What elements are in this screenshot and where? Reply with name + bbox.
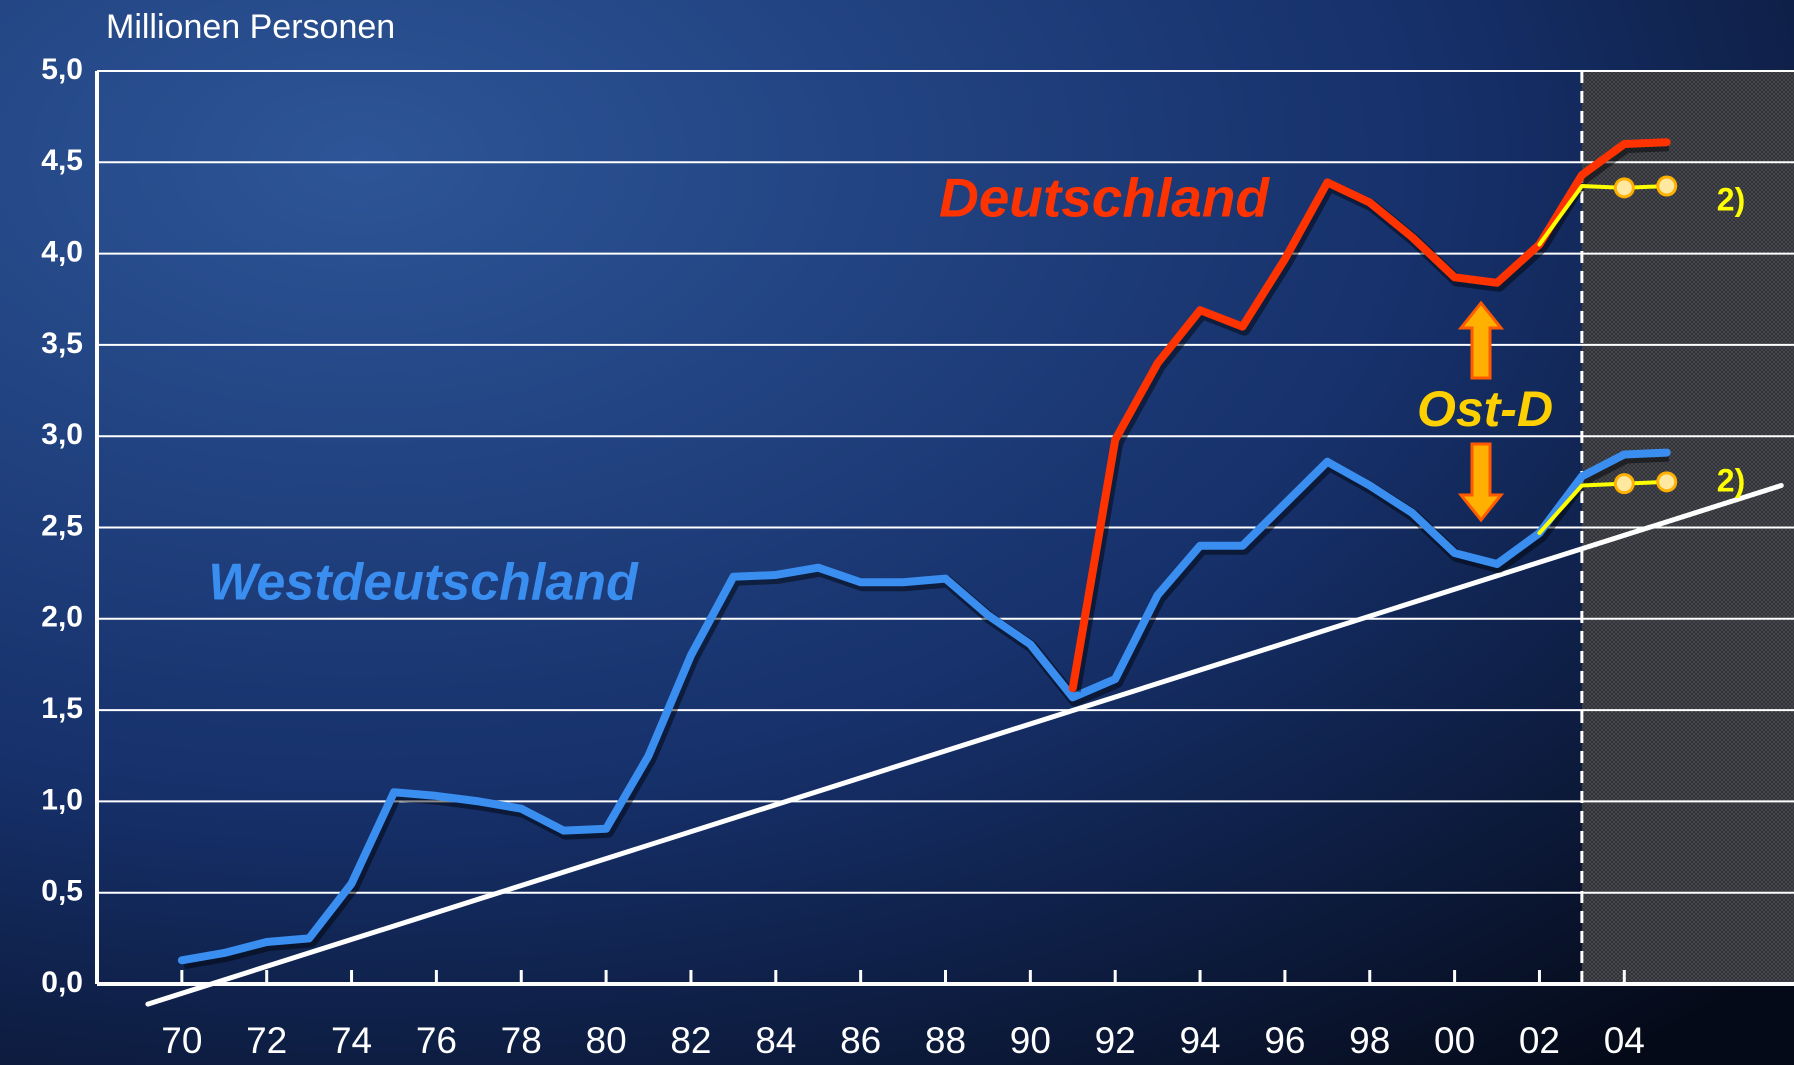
x-tick-label: 84	[755, 1020, 796, 1061]
y-tick-label: 1,5	[41, 692, 83, 725]
x-tick-label: 98	[1349, 1020, 1390, 1061]
x-tick-label: 90	[1010, 1020, 1051, 1061]
series-label: 2)	[1717, 181, 1745, 217]
y-tick-label: 5,0	[41, 53, 83, 86]
y-tick-label: 0,0	[41, 966, 83, 999]
forecast-point	[1613, 473, 1635, 495]
x-tick-label: 92	[1095, 1020, 1136, 1061]
series-line	[145, 483, 1784, 1007]
x-tick-label: 86	[840, 1020, 881, 1061]
series-line	[1537, 184, 1669, 247]
y-tick-label: 2,0	[41, 601, 83, 634]
x-tick-label: 70	[161, 1020, 202, 1061]
series-label: Deutschland	[939, 167, 1270, 229]
y-tick-label: 4,0	[41, 236, 83, 269]
annotation: Ost-D	[1417, 381, 1553, 437]
forecast-point	[1613, 177, 1635, 199]
y-tick-label: 4,5	[41, 144, 83, 177]
y-tick-label: 0,5	[41, 875, 83, 908]
series-line	[1068, 138, 1671, 693]
x-tick-label: 00	[1434, 1020, 1475, 1061]
forecast-point	[1656, 471, 1678, 493]
forecast-point	[1656, 175, 1678, 197]
ost-arrows	[1457, 300, 1505, 523]
grid	[95, 70, 1794, 986]
y-axis-label: Millionen Personen	[106, 8, 395, 46]
series-label: 2)	[1717, 462, 1745, 498]
x-tick-label: 76	[416, 1020, 457, 1061]
x-tick-label: 04	[1604, 1020, 1645, 1061]
y-tick-label: 1,0	[41, 783, 83, 816]
series-label: Westdeutschland	[208, 554, 639, 612]
series-line	[1537, 479, 1669, 535]
x-tick-label: 96	[1264, 1020, 1305, 1061]
arrow-down	[1457, 442, 1505, 523]
x-tick-label: 94	[1179, 1020, 1220, 1061]
series-line	[177, 448, 1671, 965]
plot	[145, 138, 1784, 1007]
x-tick-label: 72	[246, 1020, 287, 1061]
y-tick-label: 3,0	[41, 418, 83, 451]
arrow-up	[1457, 300, 1505, 380]
x-tick-label: 02	[1519, 1020, 1560, 1061]
x-tick-label: 74	[331, 1020, 372, 1061]
x-tick-label: 78	[501, 1020, 542, 1061]
y-tick-label: 2,5	[41, 509, 83, 542]
x-tick-label: 80	[586, 1020, 627, 1061]
x-tick-label: 82	[670, 1020, 711, 1061]
y-tick-label: 3,5	[41, 327, 83, 360]
x-tick-label: 88	[925, 1020, 966, 1061]
